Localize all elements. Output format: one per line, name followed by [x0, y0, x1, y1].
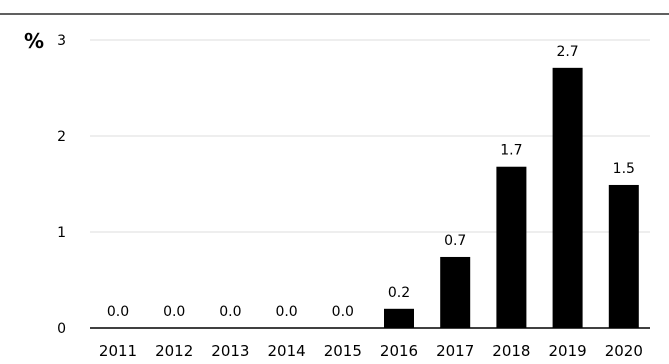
x-tick-label: 2015 — [324, 342, 362, 360]
data-label: 0.0 — [275, 304, 297, 320]
x-tick-label: 2020 — [605, 342, 643, 360]
data-label: 2.7 — [556, 44, 578, 60]
data-label: 0.0 — [163, 304, 185, 320]
data-label: 0.0 — [107, 304, 129, 320]
x-axis-ticks: 2011 2012 2013 2014 2015 2016 2017 2018 2019 2020 — [99, 342, 643, 360]
y-tick-label: 1 — [57, 225, 66, 241]
y-axis-unit-label: % — [24, 29, 44, 53]
x-tick-label: 2012 — [155, 342, 193, 360]
bar — [608, 184, 639, 328]
y-tick-label: 3 — [57, 33, 66, 49]
data-label: 0.0 — [219, 304, 241, 320]
x-tick-label: 2017 — [436, 342, 474, 360]
y-tick-label: 2 — [57, 129, 66, 145]
x-tick-label: 2018 — [492, 342, 530, 360]
bar — [384, 308, 414, 328]
x-tick-label: 2013 — [211, 342, 249, 360]
x-tick-label: 2011 — [99, 342, 137, 360]
data-label: 0.2 — [388, 285, 410, 301]
data-label: 0.7 — [444, 233, 466, 249]
x-tick-label: 2016 — [380, 342, 418, 360]
data-labels: 0.0 0.0 0.0 0.0 0.0 0.2 0.7 1.7 2.7 1.5 — [107, 44, 635, 320]
x-tick-label: 2019 — [549, 342, 587, 360]
x-tick-label: 2014 — [268, 342, 306, 360]
bar — [496, 166, 527, 328]
data-label: 1.5 — [613, 161, 635, 177]
y-tick-label: 0 — [57, 321, 66, 337]
data-label: 1.7 — [500, 143, 522, 159]
data-label: 0.0 — [332, 304, 354, 320]
bar — [440, 256, 471, 328]
bars — [384, 67, 639, 328]
y-axis-ticks: 0 1 2 3 — [57, 33, 66, 337]
bar — [552, 67, 583, 328]
